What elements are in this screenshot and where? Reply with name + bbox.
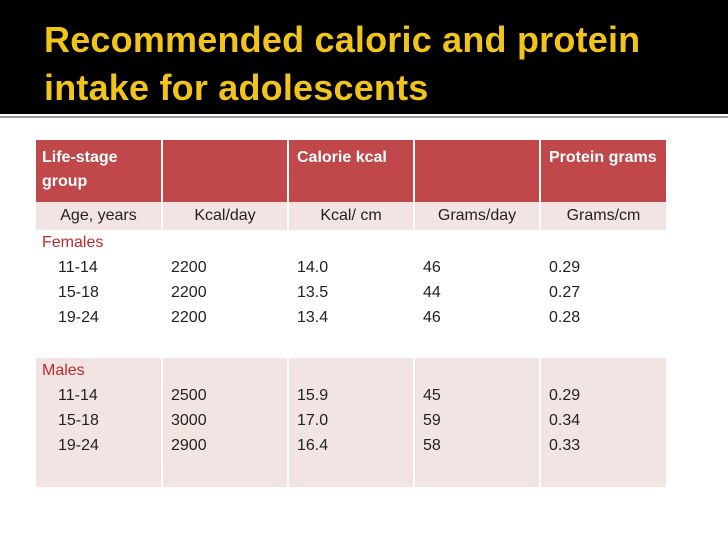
value-column-cell: 0.29 0.34 0.33	[539, 358, 666, 487]
table-value: 0.34	[549, 412, 581, 429]
value-column-cell: 46 44 46	[413, 230, 540, 358]
subheader-cell: Grams/cm	[539, 202, 666, 230]
table-value: 19-24	[58, 437, 99, 454]
header-cell: Life-stage group	[36, 140, 162, 202]
subheader-cell: Kcal/ cm	[287, 202, 414, 230]
value-column-cell: 0.29 0.27 0.28	[539, 230, 666, 358]
spacer	[549, 358, 666, 383]
table-value: 15.9	[297, 387, 329, 404]
header-cell	[161, 140, 288, 202]
table-subheader-row: Age, years Kcal/day Kcal/ cm Grams/day G…	[36, 202, 666, 230]
table-value: 46	[423, 309, 441, 326]
table-value: 2200	[171, 309, 207, 326]
value-column-cell: 2500 3000 2900	[161, 358, 288, 487]
subheader-cell: Kcal/day	[161, 202, 288, 230]
age-column-cell: Females 11-14 15-18 19-24	[36, 230, 162, 358]
table-value: 13.4	[297, 309, 329, 326]
table-value: 0.29	[549, 387, 581, 404]
table-header-row: Life-stage group Calorie kcal Protein gr…	[36, 140, 666, 202]
table-value: 14.0	[297, 259, 329, 276]
header-cell	[413, 140, 540, 202]
spacer	[423, 358, 539, 383]
table-value: 11-14	[58, 387, 98, 404]
title-divider	[0, 116, 728, 118]
intake-table: Life-stage group Calorie kcal Protein gr…	[36, 140, 666, 487]
spacer	[423, 230, 539, 255]
table-value: 59	[423, 412, 441, 429]
table-value: 2200	[171, 284, 207, 301]
table-value: 44	[423, 284, 441, 301]
slide-title: Recommended caloric and protein intake f…	[44, 19, 641, 108]
subheader-cell: Age, years	[36, 202, 162, 230]
table-value: 11-14	[58, 259, 98, 276]
age-column-cell: Males 11-14 15-18 19-24	[36, 358, 162, 487]
value-column-cell: 2200 2200 2200	[161, 230, 288, 358]
females-section: Females 11-14 15-18 19-24 2200 2200 2200 14.0…	[36, 230, 666, 358]
group-label: Females	[42, 234, 104, 251]
table-value: 0.29	[549, 259, 581, 276]
spacer	[171, 230, 287, 255]
table-value: 17.0	[297, 412, 329, 429]
table-value: 58	[423, 437, 441, 454]
subheader-cell: Grams/day	[413, 202, 540, 230]
table-value: 45	[423, 387, 441, 404]
group-label: Males	[42, 362, 85, 379]
header-cell: Calorie kcal	[287, 140, 414, 202]
table-value: 15-18	[58, 412, 99, 429]
value-column-cell: 14.0 13.5 13.4	[287, 230, 414, 358]
value-column-cell: 15.9 17.0 16.4	[287, 358, 414, 487]
table-value: 3000	[171, 412, 207, 429]
table-value: 2900	[171, 437, 207, 454]
table-value: 19-24	[58, 309, 99, 326]
table-value: 15-18	[58, 284, 99, 301]
title-bar	[0, 0, 728, 114]
header-cell: Protein grams	[539, 140, 666, 202]
spacer	[297, 358, 413, 383]
table-value: 0.28	[549, 309, 581, 326]
table-value: 0.33	[549, 437, 581, 454]
table-value: 16.4	[297, 437, 329, 454]
value-column-cell: 45 59 58	[413, 358, 540, 487]
spacer	[297, 230, 413, 255]
spacer	[549, 230, 666, 255]
table-value: 46	[423, 259, 441, 276]
table-value: 0.27	[549, 284, 581, 301]
males-section: Males 11-14 15-18 19-24 2500 3000 2900 15.9 17…	[36, 358, 666, 487]
table-value: 2500	[171, 387, 207, 404]
spacer	[171, 358, 287, 383]
table-value: 13.5	[297, 284, 329, 301]
table-value: 2200	[171, 259, 207, 276]
